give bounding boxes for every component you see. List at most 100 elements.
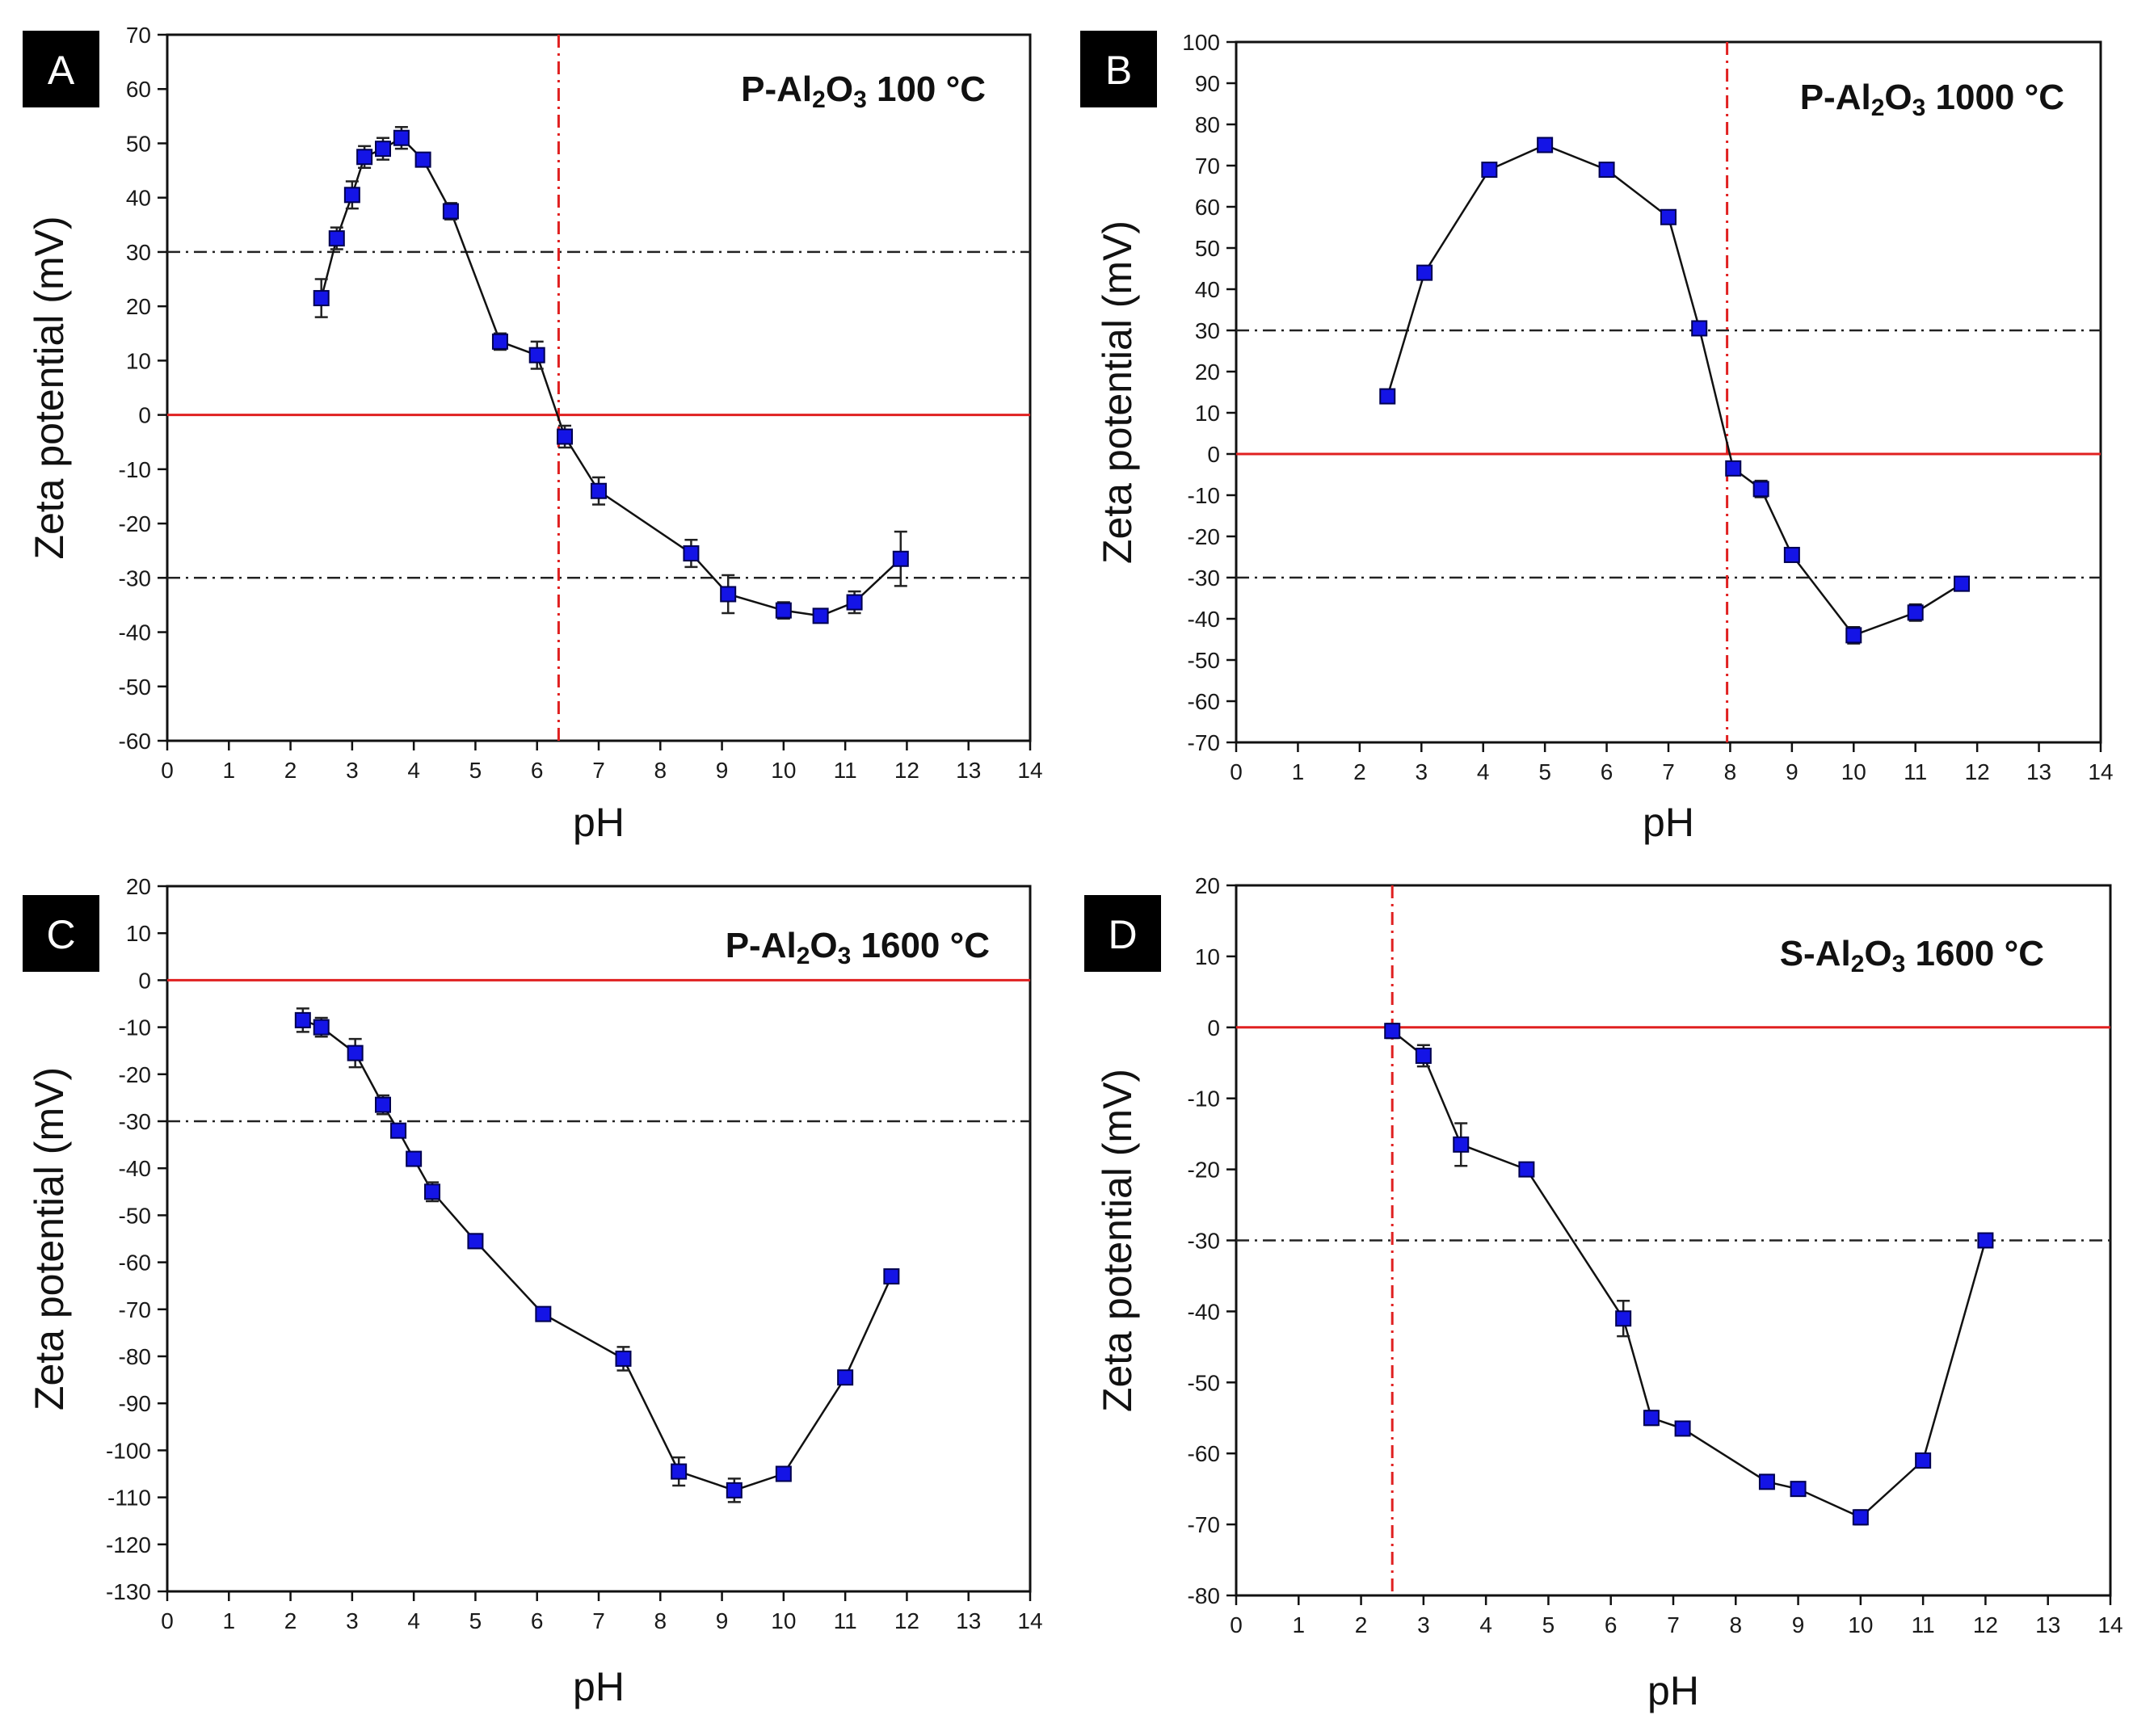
x-axis-title: pH — [1647, 1668, 1699, 1713]
y-tick-label: 80 — [1195, 112, 1220, 137]
x-tick-label: 13 — [2035, 1612, 2060, 1637]
x-tick-label: 14 — [2097, 1612, 2122, 1637]
chart-panel-a: 0 1 2 3 4 5 6 7 8 9 10 11 12 13 14706050403020100-10-2… — [23, 23, 1043, 845]
x-tick-label: 0 — [1230, 759, 1243, 784]
panel-title: S-Al2O3 1600 °C — [1780, 934, 2044, 977]
plot-frame — [166, 885, 1032, 1593]
data-point — [557, 428, 574, 445]
x-tick-label: 3 — [346, 758, 359, 783]
panel-badge — [1084, 895, 1161, 972]
y-axis-title: Zeta potential (mV) — [1095, 221, 1140, 564]
title-segment: P-Al — [1800, 78, 1871, 117]
y-tick-label: 20 — [1195, 359, 1220, 385]
x-tick-label: 1 — [222, 1608, 235, 1633]
data-point — [1379, 388, 1396, 405]
x-axis-title: pH — [573, 800, 625, 845]
x-tick-label: 9 — [1786, 759, 1799, 784]
panel-badge-letter: C — [46, 912, 75, 957]
data-point — [1915, 1452, 1932, 1469]
series-line — [320, 137, 902, 617]
panel-badge-letter: D — [1108, 912, 1137, 957]
x-tick-label: 4 — [1477, 759, 1490, 784]
x-tick-label: 10 — [771, 1608, 796, 1633]
y-axis-title: Zeta potential (mV) — [27, 216, 72, 559]
plot-frame — [166, 33, 1032, 742]
y-tick-label: 50 — [126, 131, 151, 156]
data-point — [442, 203, 459, 220]
y-tick-label: 30 — [1195, 318, 1220, 343]
x-tick-label: 14 — [1017, 1608, 1042, 1633]
title-subscript: 2 — [1871, 95, 1885, 121]
y-tick-label: 60 — [126, 77, 151, 102]
data-point — [615, 1350, 632, 1367]
data-point — [720, 586, 737, 603]
y-tick-label: -70 — [1188, 1512, 1220, 1537]
chart-panel-c: 0 1 2 3 4 5 6 7 8 9 10 11 12 13 1420100-10-20-30-40-50… — [23, 874, 1043, 1709]
y-tick-label: 20 — [1195, 873, 1220, 898]
panel-title: P-Al2O3 100 °C — [741, 69, 986, 113]
x-axis-title: pH — [573, 1664, 625, 1709]
x-tick-label: 7 — [592, 758, 605, 783]
title-segment: O — [1884, 78, 1912, 117]
data-point — [1615, 1310, 1632, 1327]
y-tick-label: -50 — [119, 675, 151, 700]
data-point — [1691, 320, 1708, 337]
x-tick-label: 13 — [956, 1608, 981, 1633]
y-tick-label: 20 — [126, 294, 151, 319]
y-tick-label: -90 — [119, 1391, 151, 1416]
x-tick-label: 1 — [1292, 1612, 1305, 1637]
x-tick-label: 2 — [1353, 759, 1366, 784]
x-tick-label: 6 — [531, 758, 544, 783]
data-point — [1977, 1232, 1994, 1249]
series-line — [302, 1019, 893, 1492]
x-tick-label: 8 — [654, 1608, 667, 1633]
data-point — [356, 149, 373, 166]
x-tick-label: 1 — [222, 758, 235, 783]
data-point — [393, 129, 410, 146]
title-subscript: 2 — [1851, 951, 1865, 977]
y-tick-label: -60 — [1188, 1441, 1220, 1466]
x-tick-label: 12 — [894, 1608, 919, 1633]
y-tick-label: -30 — [1188, 565, 1220, 591]
x-tick-label: 12 — [1965, 759, 1990, 784]
y-axis-title: Zeta potential (mV) — [1095, 1069, 1140, 1412]
y-tick-label: -130 — [106, 1579, 151, 1604]
y-tick-label: -40 — [119, 620, 151, 645]
x-tick-label: 2 — [284, 758, 297, 783]
title-subscript: 3 — [838, 943, 852, 969]
panel-badge — [23, 895, 99, 972]
data-point — [375, 141, 391, 158]
y-tick-label: -10 — [1188, 1087, 1220, 1112]
x-axis-title: pH — [1643, 800, 1694, 845]
x-tick-label: 3 — [346, 1608, 359, 1633]
data-point — [414, 151, 431, 168]
y-tick-label: 10 — [1195, 401, 1220, 426]
data-point — [1537, 137, 1554, 153]
y-tick-label: 0 — [1207, 1015, 1220, 1040]
y-tick-label: -30 — [1188, 1229, 1220, 1254]
x-tick-label: 4 — [1479, 1612, 1492, 1637]
x-tick-label: 5 — [1538, 759, 1551, 784]
x-tick-label: 6 — [1601, 759, 1613, 784]
data-point — [343, 187, 360, 204]
title-subscript: 3 — [1912, 95, 1926, 121]
x-tick-label: 13 — [956, 758, 981, 783]
x-tick-label: 5 — [1542, 1612, 1555, 1637]
y-tick-label: 40 — [1195, 277, 1220, 302]
data-point — [375, 1096, 391, 1113]
y-tick-label: -10 — [119, 457, 151, 482]
chart-panel-b: 0 1 2 3 4 5 6 7 8 9 10 11 12 13 1410090807060504030201… — [1080, 30, 2114, 845]
data-point — [1783, 546, 1800, 563]
panel-title: P-Al2O3 1000 °C — [1800, 78, 2064, 121]
data-point — [528, 347, 545, 364]
y-tick-label: 10 — [126, 921, 151, 946]
y-tick-label: -70 — [119, 1297, 151, 1322]
title-segment: O — [1864, 934, 1891, 973]
y-tick-label: 0 — [138, 403, 151, 428]
title-segment: O — [826, 69, 853, 109]
data-point — [1518, 1161, 1535, 1178]
y-tick-label: 100 — [1182, 30, 1220, 55]
data-point — [1416, 264, 1433, 281]
y-tick-label: -50 — [1188, 1370, 1220, 1395]
